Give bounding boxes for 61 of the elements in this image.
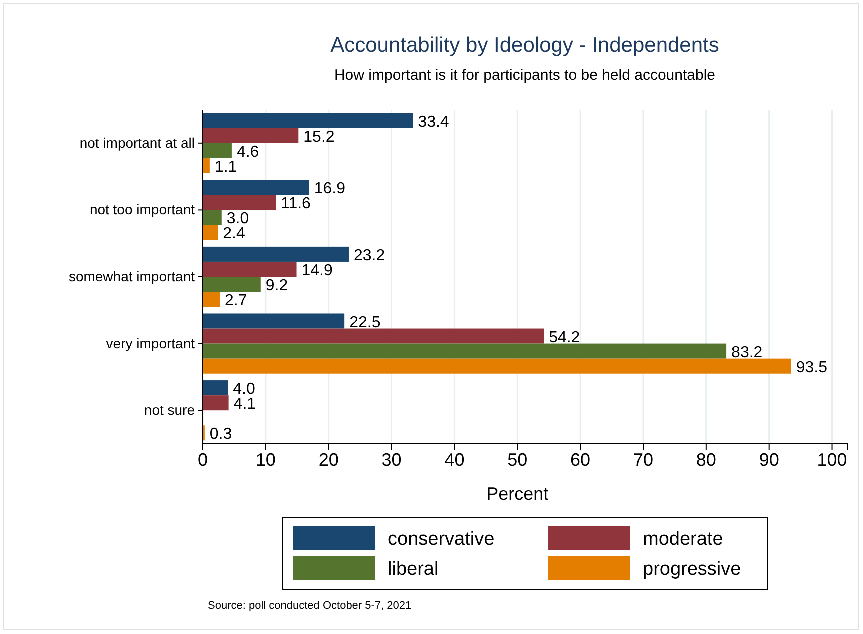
x-tick-label: 60 [570,450,591,470]
legend-label: progressive [643,559,742,580]
data-label: 4.6 [236,144,260,161]
legend-label: moderate [643,529,724,550]
x-tick-label: 70 [633,450,654,470]
data-label: 54.2 [549,329,580,346]
legend-label: liberal [388,559,439,580]
bar [203,195,276,210]
data-label: 22.5 [350,314,381,332]
x-tick-label: 90 [759,450,780,470]
bar [203,262,297,277]
bar [203,113,414,128]
bar [203,158,210,174]
bar [203,143,232,158]
bar [203,277,261,292]
data-label: 15.2 [304,128,335,146]
y-tick-label: not important at all [80,134,195,151]
bar [203,314,345,329]
x-tick-label: 80 [696,450,716,470]
chart-title: Accountability by Ideology - Independents [330,34,720,57]
bar [203,396,229,411]
x-tick-label: 10 [256,450,276,470]
data-label: 2.7 [224,292,248,310]
bar [203,328,544,344]
x-tick-label: 100 [817,450,848,470]
data-label: 2.4 [223,226,246,243]
data-label: 11.6 [280,196,312,213]
x-tick-label: 30 [382,450,402,470]
x-tick-label: 50 [508,450,528,470]
data-label: 1.1 [214,158,238,176]
source-note: Source: poll conducted October 5-7, 2021 [208,600,412,612]
data-label: 4.0 [233,381,256,398]
bar [203,210,222,226]
bar [203,128,299,144]
y-tick-label: not sure [144,402,196,418]
bar [203,225,218,240]
bar [203,292,220,308]
bar [203,344,727,359]
bar [203,380,228,396]
data-label: 93.5 [796,359,828,376]
legend-label: conservative [388,529,495,550]
data-label: 0.3 [210,426,232,444]
x-tick-label: 0 [198,450,208,470]
y-tick-label: very important [106,335,196,352]
bar [203,358,792,374]
data-label: 9.2 [266,278,288,295]
bar [203,246,349,262]
data-label: 83.2 [732,344,763,362]
x-tick-label: 40 [444,450,465,470]
data-label: 4.1 [234,396,256,414]
y-tick-label: somewhat important [68,268,196,284]
x-axis-title: Percent [486,484,549,504]
data-label: 16.9 [314,180,346,198]
bar [203,180,310,196]
y-tick-label: not too important [90,202,196,218]
x-tick-label: 20 [318,450,339,470]
data-label: 33.4 [418,114,450,131]
data-label: 3.0 [226,210,250,228]
data-label: 23.2 [354,247,386,264]
chart-subtitle: How important is it for participants to be held accountable [334,67,716,84]
data-label: 14.9 [302,262,334,280]
